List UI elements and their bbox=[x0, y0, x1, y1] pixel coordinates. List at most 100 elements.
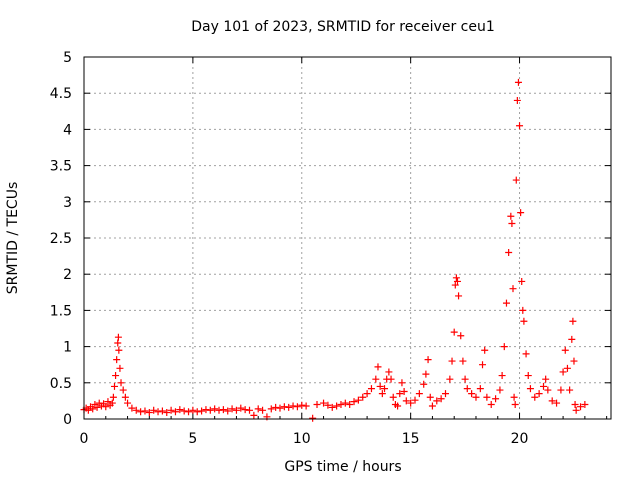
data-point bbox=[509, 285, 517, 293]
data-point bbox=[526, 385, 534, 393]
data-point bbox=[535, 390, 543, 398]
plot-frame bbox=[83, 56, 612, 420]
data-point bbox=[267, 405, 275, 413]
data-point bbox=[328, 403, 336, 411]
y-tick-label: 2 bbox=[63, 267, 72, 283]
data-point bbox=[539, 382, 547, 390]
data-point bbox=[510, 393, 518, 401]
data-point bbox=[254, 405, 262, 413]
data-point bbox=[508, 220, 516, 228]
y-tick-label: 2.5 bbox=[50, 231, 72, 247]
data-point bbox=[441, 390, 449, 398]
data-point bbox=[570, 357, 578, 365]
data-point bbox=[455, 292, 463, 300]
y-tick-label: 3.5 bbox=[50, 159, 72, 175]
data-point bbox=[428, 402, 436, 410]
data-point bbox=[461, 375, 469, 383]
data-point bbox=[472, 393, 480, 401]
data-point bbox=[215, 406, 223, 414]
data-point bbox=[507, 212, 515, 220]
data-point bbox=[389, 393, 397, 401]
data-point bbox=[237, 404, 245, 412]
data-point bbox=[198, 407, 206, 415]
data-point bbox=[211, 405, 219, 413]
data-point bbox=[422, 370, 430, 378]
data-point bbox=[341, 399, 349, 407]
data-point bbox=[451, 281, 459, 289]
data-point bbox=[189, 406, 197, 414]
data-point bbox=[109, 393, 117, 401]
data-point bbox=[415, 390, 423, 398]
data-point bbox=[522, 350, 530, 358]
data-point bbox=[571, 401, 579, 409]
data-point bbox=[514, 78, 522, 86]
data-point bbox=[137, 408, 145, 416]
data-point bbox=[180, 407, 188, 415]
axis-ticks bbox=[83, 56, 611, 420]
data-point bbox=[206, 406, 214, 414]
data-point bbox=[176, 406, 184, 414]
data-point bbox=[483, 393, 491, 401]
data-point bbox=[563, 364, 571, 372]
data-point bbox=[387, 375, 395, 383]
data-point bbox=[121, 393, 129, 401]
data-point bbox=[114, 339, 122, 347]
data-point bbox=[337, 401, 345, 409]
data-point bbox=[457, 332, 465, 340]
data-point bbox=[193, 408, 201, 416]
data-point bbox=[84, 406, 92, 414]
data-point bbox=[398, 379, 406, 387]
data-point bbox=[114, 333, 122, 341]
data-point bbox=[512, 176, 520, 184]
data-point bbox=[132, 406, 140, 414]
data-point bbox=[511, 401, 519, 409]
data-points bbox=[80, 78, 589, 422]
data-point bbox=[481, 346, 489, 354]
data-point bbox=[448, 357, 456, 365]
data-point bbox=[272, 403, 280, 411]
data-point bbox=[548, 397, 556, 405]
data-point bbox=[158, 407, 166, 415]
data-point bbox=[117, 379, 125, 387]
data-point bbox=[185, 408, 193, 416]
data-point bbox=[476, 385, 484, 393]
x-tick-label: 15 bbox=[402, 431, 420, 447]
y-tick-label: 0.5 bbox=[50, 376, 72, 392]
data-point bbox=[241, 406, 249, 414]
data-point bbox=[154, 408, 162, 416]
data-point bbox=[93, 403, 101, 411]
data-point bbox=[145, 408, 153, 416]
data-point bbox=[559, 368, 567, 376]
data-point bbox=[333, 402, 341, 410]
data-point bbox=[502, 299, 510, 307]
data-point bbox=[394, 402, 402, 410]
data-point bbox=[104, 398, 112, 406]
data-point bbox=[385, 368, 393, 376]
data-point bbox=[167, 406, 175, 414]
data-point bbox=[110, 382, 118, 390]
data-point bbox=[374, 363, 382, 371]
data-point bbox=[424, 356, 432, 364]
data-point bbox=[124, 399, 132, 407]
data-point bbox=[150, 406, 158, 414]
data-point bbox=[518, 277, 526, 285]
data-point bbox=[487, 401, 495, 409]
x-tick-label: 0 bbox=[80, 431, 89, 447]
data-point bbox=[224, 407, 232, 415]
data-point bbox=[202, 406, 210, 414]
data-point bbox=[171, 408, 179, 416]
data-point bbox=[302, 402, 310, 410]
y-tick-label: 1 bbox=[63, 340, 72, 356]
data-point bbox=[128, 404, 136, 412]
data-point bbox=[459, 357, 467, 365]
data-point bbox=[437, 395, 445, 403]
data-point bbox=[561, 346, 569, 354]
tick-labels: 0 0.5 1 1.5 2 2.5 3 3.5 4 4.5 5 0 5 10 15 20 bbox=[50, 50, 529, 447]
y-tick-label: 4.5 bbox=[50, 86, 72, 102]
data-point bbox=[433, 397, 441, 405]
data-point bbox=[402, 397, 410, 405]
data-point bbox=[376, 382, 384, 390]
data-point bbox=[505, 248, 513, 256]
y-tick-label: 1.5 bbox=[50, 303, 72, 319]
data-point bbox=[113, 356, 121, 364]
